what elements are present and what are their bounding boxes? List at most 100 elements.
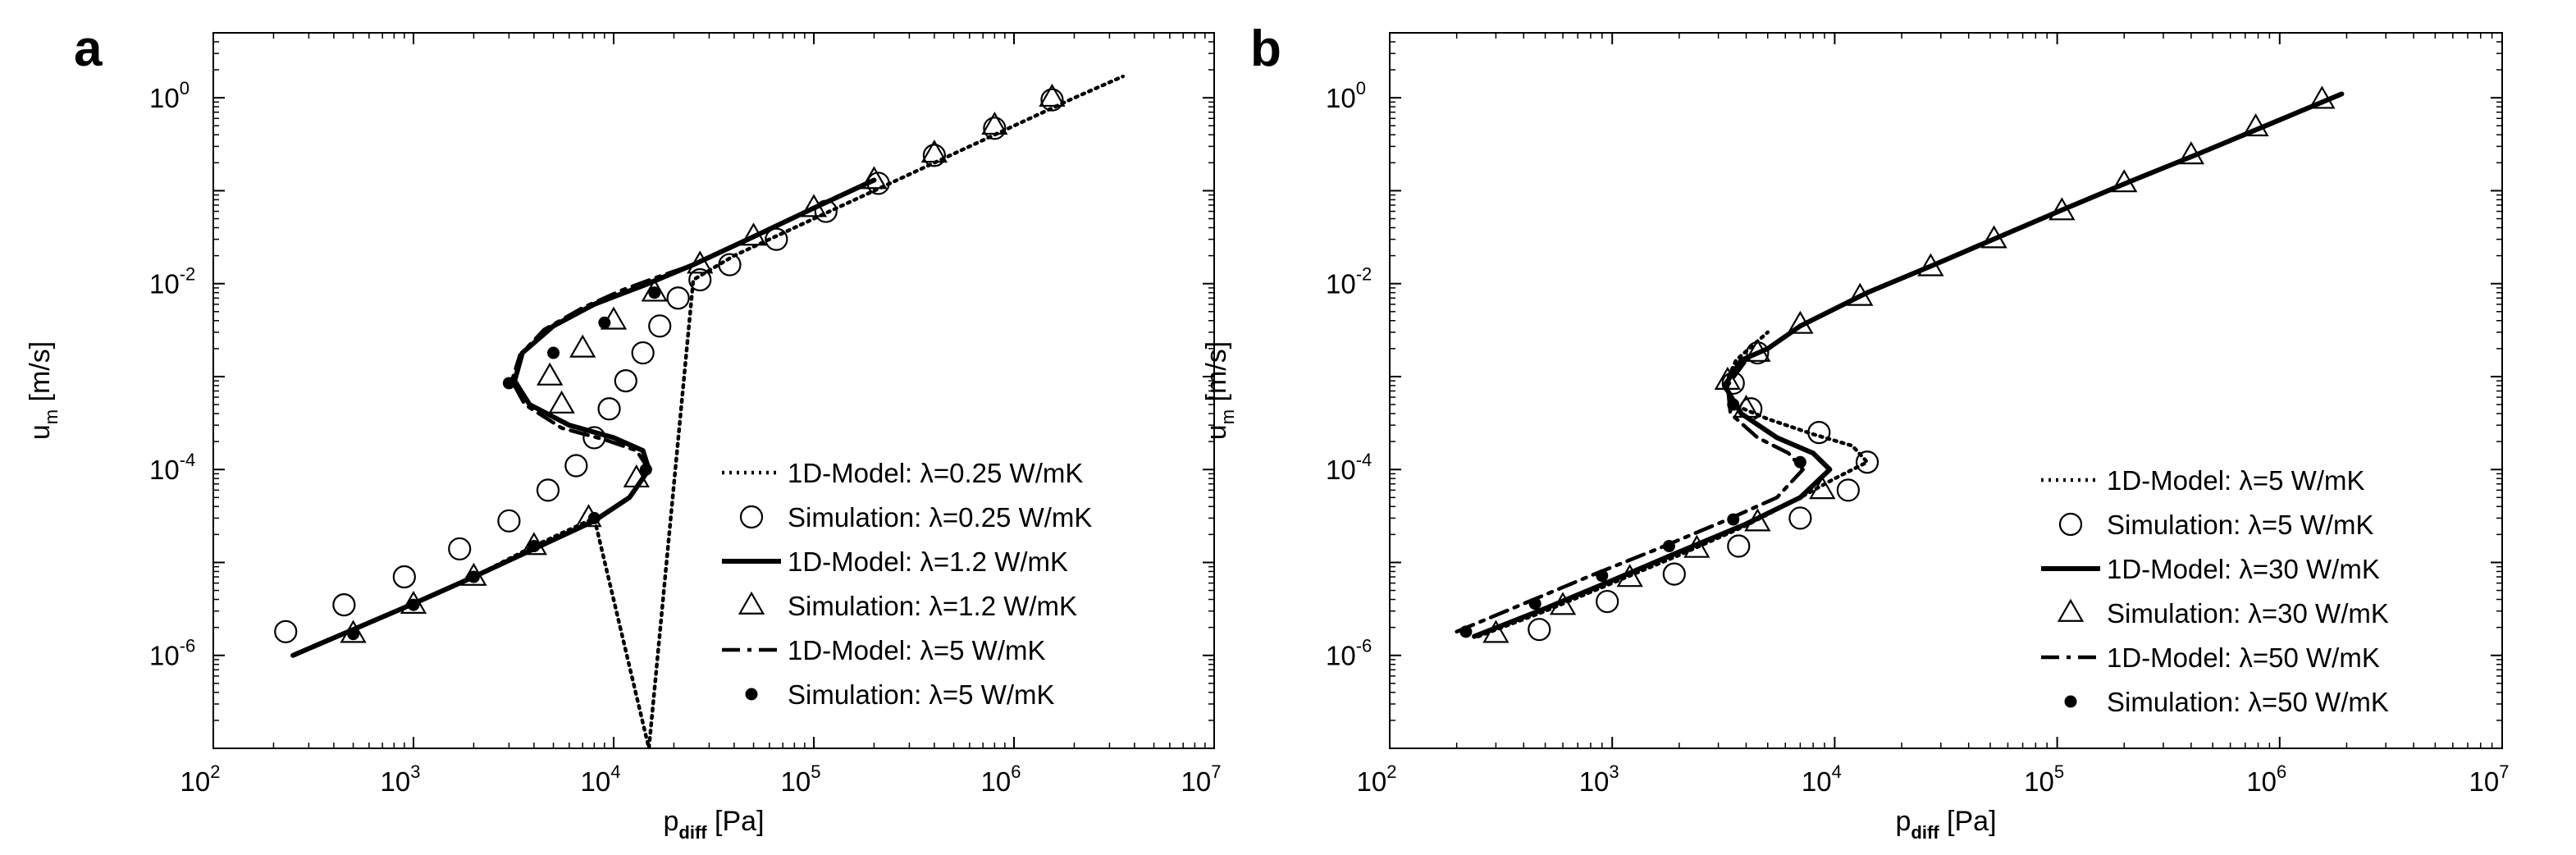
x-tick-label: 106 <box>981 761 1021 797</box>
marker-3-14 <box>861 166 888 190</box>
marker-3-3 <box>520 532 548 556</box>
marker-3-5 <box>1809 476 1836 500</box>
marker-1-6 <box>564 454 588 478</box>
marker-3-3 <box>1683 534 1710 558</box>
legend-label-1: Simulation: λ=5 W/mK <box>2107 510 2374 540</box>
data-area <box>274 74 1126 748</box>
marker-1-2 <box>1662 562 1686 586</box>
marker-1-4 <box>497 509 521 533</box>
marker-3-17 <box>2309 85 2336 109</box>
panel-letter: b <box>1250 21 1281 77</box>
marker-3-16 <box>2242 113 2269 137</box>
marker-5-6 <box>1727 398 1740 411</box>
legend-label-2: 1D-Model: λ=30 W/mK <box>2107 554 2380 584</box>
marker-3-9 <box>1787 310 1814 334</box>
plot-frame <box>1389 32 2503 749</box>
y-tick-label: 10-2 <box>1326 264 1372 299</box>
x-tick-label: 102 <box>180 761 221 797</box>
marker-1-0 <box>1528 618 1551 642</box>
marker-3-14 <box>2111 169 2138 193</box>
legend-label-4: 1D-Model: λ=5 W/mK <box>788 635 1046 665</box>
legend-swatch-1 <box>2058 512 2083 537</box>
legend-label-0: 1D-Model: λ=5 W/mK <box>2107 465 2365 496</box>
marker-5-1 <box>407 598 420 611</box>
marker-1-10 <box>631 341 655 365</box>
y-tick-label: 100 <box>149 78 190 113</box>
legend-label-5: Simulation: λ=50 W/mK <box>2107 687 2389 717</box>
series-line-2 <box>290 177 877 658</box>
marker-1-2 <box>392 565 416 589</box>
x-tick-label: 103 <box>381 761 421 797</box>
marker-1-4 <box>1788 506 1812 530</box>
marker-1-15 <box>765 227 788 251</box>
y-axis-label: um [m/s] <box>25 341 62 440</box>
series-line-4 <box>290 263 696 657</box>
legend-swatch-5 <box>2064 695 2077 708</box>
marker-3-6 <box>1733 395 1760 418</box>
marker-1-1 <box>1596 589 1619 614</box>
marker-1-13 <box>688 267 712 292</box>
legend-swatch-3 <box>738 591 765 615</box>
legend-label-0: 1D-Model: λ=0.25 W/mK <box>788 458 1083 488</box>
marker-5-7 <box>547 346 560 359</box>
series-line-0 <box>1476 330 1870 638</box>
marker-3-12 <box>1980 225 2007 249</box>
panel-a: a 102 103 104 105 106 107 10-6 10-4 10-2 100 pdiff … <box>25 21 1221 843</box>
marker-1-5 <box>1836 478 1860 502</box>
marker-5-0 <box>347 628 360 641</box>
marker-1-9 <box>614 369 637 393</box>
marker-5-5 <box>1793 455 1806 469</box>
marker-5-8 <box>598 316 611 329</box>
marker-1-14 <box>718 253 742 277</box>
marker-3-0 <box>340 620 367 643</box>
marker-3-11 <box>687 250 714 274</box>
marker-5-0 <box>1459 625 1473 638</box>
y-tick-label: 10-6 <box>1326 636 1372 671</box>
marker-3-15 <box>920 139 948 163</box>
panel-b: b 102 103 104 105 106 107 10-6 10-4 10-2 100 pdiff … <box>1201 21 2509 843</box>
marker-3-17 <box>1039 83 1066 107</box>
series-line-2 <box>1472 91 2345 639</box>
legend-label-3: Simulation: λ=1.2 W/mK <box>788 591 1077 621</box>
marker-5-4 <box>587 511 601 524</box>
x-tick-label: 106 <box>2246 761 2286 797</box>
marker-3-16 <box>981 112 1008 135</box>
marker-5-2 <box>467 570 480 583</box>
legend-label-4: 1D-Model: λ=50 W/mK <box>2107 642 2380 673</box>
marker-3-12 <box>740 222 767 246</box>
x-tick-label: 102 <box>1357 761 1397 797</box>
panel-letter: a <box>74 21 103 77</box>
legend-label-5: Simulation: λ=5 W/mK <box>788 679 1055 710</box>
marker-3-11 <box>1917 253 1944 277</box>
x-tick-label: 107 <box>2469 761 2510 797</box>
x-tick-label: 107 <box>1181 761 1222 797</box>
series-line-4 <box>1455 358 1805 634</box>
marker-5-4 <box>1727 513 1740 526</box>
x-tick-label: 104 <box>581 761 621 797</box>
marker-3-8 <box>569 334 596 358</box>
y-tick-label: 10-2 <box>149 264 195 299</box>
marker-1-3 <box>448 537 472 561</box>
legend-label-2: 1D-Model: λ=1.2 W/mK <box>788 546 1068 577</box>
marker-3-13 <box>800 194 828 217</box>
legend-swatch-1 <box>739 505 764 529</box>
marker-5-6 <box>502 377 515 390</box>
legend: 1D-Model: λ=5 W/mK Simulation: λ=5 W/mK 1D… <box>2041 465 2389 717</box>
marker-5-3 <box>1662 540 1675 553</box>
marker-3-10 <box>641 278 668 302</box>
marker-1-18 <box>922 144 947 167</box>
marker-3-8 <box>1744 338 1771 362</box>
marker-3-0 <box>1482 620 1510 643</box>
marker-3-1 <box>1549 592 1577 615</box>
marker-5-1 <box>1528 597 1541 610</box>
y-tick-label: 100 <box>1326 78 1366 113</box>
marker-1-11 <box>648 314 672 338</box>
x-axis-label: pdiff [Pa] <box>1895 806 1996 843</box>
marker-5-5 <box>639 463 652 476</box>
marker-1-1 <box>332 593 356 617</box>
marker-5-3 <box>528 540 541 553</box>
marker-1-6 <box>1855 450 1879 474</box>
marker-1-20 <box>1040 88 1064 112</box>
y-tick-label: 10-6 <box>149 636 195 671</box>
